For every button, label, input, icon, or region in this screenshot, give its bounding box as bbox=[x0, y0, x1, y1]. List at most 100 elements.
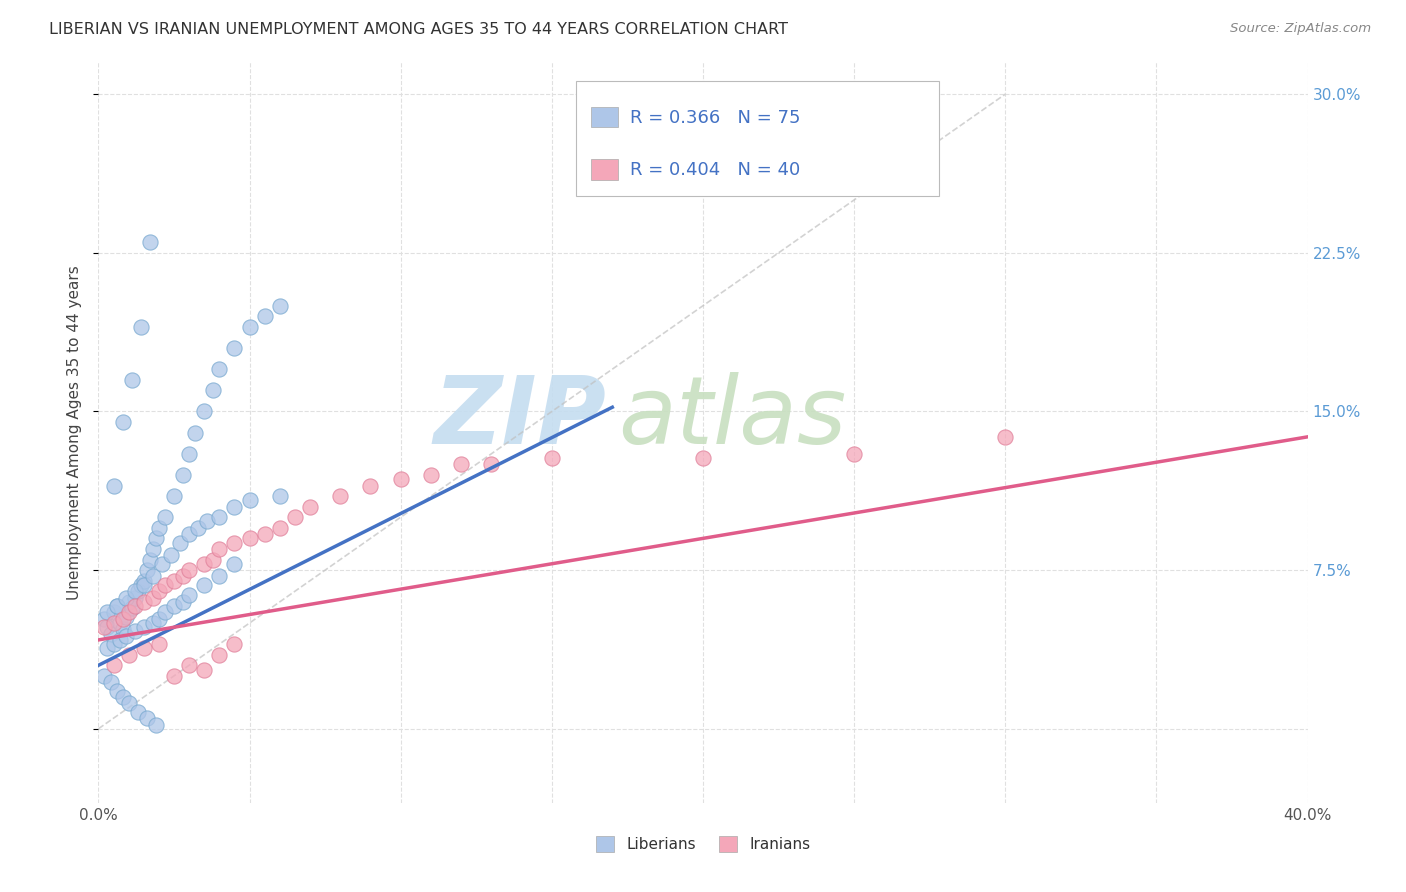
Point bbox=[96, 641, 118, 656]
Point bbox=[96, 606, 118, 620]
Point bbox=[172, 569, 194, 583]
Point bbox=[208, 541, 231, 556]
Point bbox=[103, 615, 125, 630]
Point bbox=[224, 500, 246, 514]
Point bbox=[121, 373, 143, 387]
Point bbox=[193, 404, 215, 418]
Point bbox=[148, 521, 170, 535]
Point bbox=[202, 384, 225, 398]
Point bbox=[239, 493, 262, 508]
Point bbox=[132, 620, 155, 634]
Point bbox=[111, 612, 134, 626]
Point bbox=[132, 574, 155, 588]
Point bbox=[208, 569, 231, 583]
Point bbox=[139, 235, 162, 250]
Point bbox=[160, 549, 183, 563]
Point bbox=[114, 629, 136, 643]
Point bbox=[329, 489, 352, 503]
Point bbox=[129, 319, 152, 334]
Point bbox=[124, 591, 146, 605]
Point bbox=[184, 425, 207, 440]
Text: R = 0.366   N = 75: R = 0.366 N = 75 bbox=[630, 109, 800, 127]
Point bbox=[150, 557, 173, 571]
Point bbox=[253, 527, 276, 541]
Point bbox=[389, 472, 412, 486]
Point bbox=[108, 615, 131, 630]
Point bbox=[118, 648, 141, 662]
FancyBboxPatch shape bbox=[591, 106, 617, 127]
Text: Source: ZipAtlas.com: Source: ZipAtlas.com bbox=[1230, 22, 1371, 36]
Point bbox=[100, 675, 122, 690]
Point bbox=[142, 615, 165, 630]
Point bbox=[103, 637, 125, 651]
Point bbox=[111, 690, 134, 704]
Point bbox=[148, 584, 170, 599]
Point bbox=[142, 591, 165, 605]
Point bbox=[208, 510, 231, 524]
Point bbox=[145, 717, 167, 731]
Point bbox=[360, 478, 382, 492]
Point bbox=[118, 595, 141, 609]
Point bbox=[269, 299, 291, 313]
Point bbox=[269, 489, 291, 503]
Point bbox=[172, 467, 194, 482]
Point bbox=[111, 623, 134, 637]
Point bbox=[124, 584, 146, 599]
Point bbox=[202, 552, 225, 566]
Point bbox=[118, 606, 141, 620]
Point bbox=[163, 599, 186, 613]
Point bbox=[114, 609, 136, 624]
Point bbox=[148, 637, 170, 651]
Point bbox=[269, 521, 291, 535]
Point bbox=[127, 705, 149, 719]
Point bbox=[253, 310, 276, 324]
Point bbox=[450, 458, 472, 472]
Point bbox=[179, 658, 201, 673]
Point bbox=[93, 669, 115, 683]
Point bbox=[96, 620, 118, 634]
Point bbox=[129, 578, 152, 592]
Point bbox=[193, 663, 215, 677]
Point bbox=[193, 557, 215, 571]
Point bbox=[224, 341, 246, 355]
Point bbox=[93, 612, 115, 626]
Point bbox=[239, 532, 262, 546]
Point bbox=[179, 447, 201, 461]
Point bbox=[135, 711, 157, 725]
Point bbox=[481, 458, 503, 472]
Point bbox=[108, 632, 131, 647]
Point bbox=[153, 510, 176, 524]
Point bbox=[163, 574, 186, 588]
Point bbox=[163, 489, 186, 503]
Point bbox=[105, 599, 128, 613]
Text: R = 0.404   N = 40: R = 0.404 N = 40 bbox=[630, 161, 800, 179]
FancyBboxPatch shape bbox=[576, 81, 939, 195]
Text: LIBERIAN VS IRANIAN UNEMPLOYMENT AMONG AGES 35 TO 44 YEARS CORRELATION CHART: LIBERIAN VS IRANIAN UNEMPLOYMENT AMONG A… bbox=[49, 22, 789, 37]
Point bbox=[692, 450, 714, 465]
Point bbox=[139, 552, 162, 566]
Point bbox=[187, 521, 209, 535]
Point bbox=[105, 683, 128, 698]
Point bbox=[193, 578, 215, 592]
Point bbox=[179, 527, 201, 541]
Point bbox=[103, 606, 125, 620]
Point bbox=[124, 599, 146, 613]
Point bbox=[844, 447, 866, 461]
Point bbox=[224, 557, 246, 571]
Point bbox=[299, 500, 322, 514]
Point bbox=[142, 569, 165, 583]
Point bbox=[239, 319, 262, 334]
Point bbox=[105, 599, 128, 613]
Point bbox=[195, 515, 218, 529]
Point bbox=[420, 467, 443, 482]
Point bbox=[103, 658, 125, 673]
Point bbox=[224, 637, 246, 651]
Point bbox=[153, 606, 176, 620]
Y-axis label: Unemployment Among Ages 35 to 44 years: Unemployment Among Ages 35 to 44 years bbox=[67, 265, 83, 600]
Point bbox=[208, 648, 231, 662]
Point bbox=[169, 535, 191, 549]
Point bbox=[224, 535, 246, 549]
Point bbox=[118, 697, 141, 711]
Point bbox=[179, 563, 201, 577]
Point bbox=[208, 362, 231, 376]
